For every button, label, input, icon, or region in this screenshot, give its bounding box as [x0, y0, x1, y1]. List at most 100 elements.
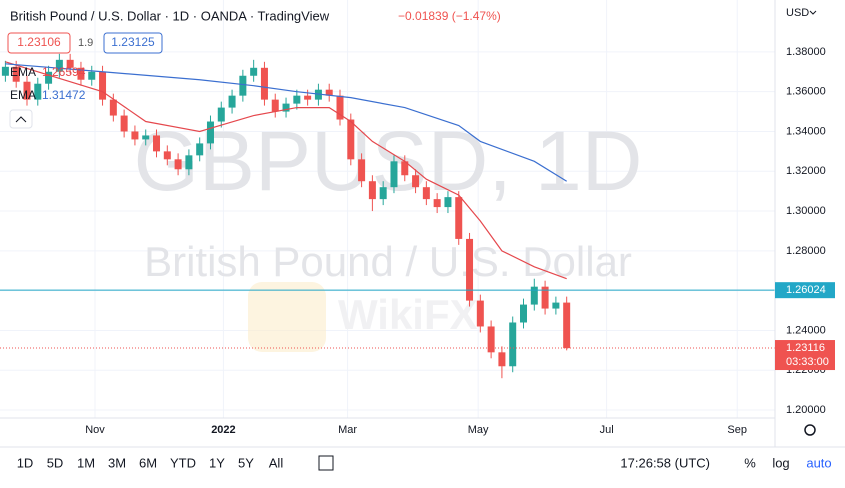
y-tick-label: 1.32000	[786, 165, 826, 177]
range-button[interactable]: YTD	[170, 455, 196, 470]
price-label: 1.23116	[786, 342, 825, 354]
y-tick-label: 1.36000	[786, 86, 826, 98]
watermark-description: British Pound / U.S. Dollar	[144, 238, 632, 285]
candle-body	[422, 187, 430, 200]
buy-box[interactable]	[103, 32, 163, 54]
price-label-box	[775, 282, 835, 299]
candle-body	[163, 151, 171, 160]
candle-body	[379, 187, 387, 200]
y-tick-label: 1.24000	[786, 324, 826, 336]
candle-body	[541, 286, 549, 309]
scale-option[interactable]: auto	[806, 455, 831, 470]
candle-body	[563, 302, 571, 349]
candle-body	[293, 95, 301, 104]
candle-body	[260, 67, 268, 100]
sell-box[interactable]	[7, 32, 71, 54]
y-tick-label: 1.38000	[786, 46, 826, 58]
candle-body	[12, 66, 20, 82]
candle-body	[34, 83, 42, 100]
countdown: 03:33:00	[786, 356, 829, 368]
candle-body	[99, 71, 107, 100]
ema-line	[5, 61, 567, 280]
candle-body	[66, 59, 74, 68]
range-button[interactable]: 1D	[17, 455, 34, 470]
candle-body	[476, 300, 484, 327]
candle-body	[347, 119, 355, 160]
currency[interactable]: USD	[786, 7, 809, 19]
candle-body	[153, 135, 161, 152]
grid	[0, 0, 775, 418]
plot	[0, 53, 775, 379]
candle-body	[444, 197, 452, 208]
candle-body	[390, 161, 398, 188]
candle-body	[250, 67, 258, 76]
candle-body	[271, 99, 279, 112]
candle-body	[358, 159, 366, 182]
range-button[interactable]: All	[269, 455, 284, 470]
y-tick-label: 1.28000	[786, 245, 826, 257]
candle-body	[487, 326, 495, 353]
range-button[interactable]: 6M	[139, 455, 157, 470]
candle-body	[304, 95, 312, 100]
currency-caret	[809, 10, 817, 15]
compare-icon[interactable]	[318, 455, 334, 471]
watermark-symbol: GBPUSD, 1D	[134, 114, 643, 208]
x-tick-label: Sep	[727, 424, 747, 436]
x-tick-label: 2022	[211, 424, 235, 436]
candle-body	[109, 99, 117, 116]
collapse-icon	[15, 116, 27, 123]
x-tick-label: May	[468, 424, 489, 436]
range-button[interactable]: 1Y	[209, 455, 225, 470]
candle-body	[206, 121, 214, 144]
candle-body	[455, 197, 463, 239]
legend-name: EMA	[10, 65, 36, 79]
x-tick-label: Nov	[85, 424, 105, 436]
candle-body	[217, 107, 225, 122]
candle-body	[368, 181, 376, 200]
sell-price: 1.23106	[17, 35, 61, 49]
wikifx-brand: WikiFX	[338, 291, 478, 338]
candle-body	[131, 131, 139, 140]
range-button[interactable]: 1M	[77, 455, 95, 470]
candle-body	[228, 95, 236, 108]
symbol-title: British Pound / U.S. Dollar · 1D · OANDA…	[10, 8, 330, 23]
candle-body	[520, 304, 528, 323]
scale-option[interactable]: %	[744, 455, 756, 470]
buy-price: 1.23125	[111, 35, 155, 49]
x-tick-label: Jul	[600, 424, 614, 436]
scale-option[interactable]: log	[772, 455, 789, 470]
candle-body	[142, 135, 150, 140]
candle-body	[185, 155, 193, 170]
candle-body	[401, 161, 409, 176]
range-button[interactable]: 5Y	[238, 455, 254, 470]
candle-body	[120, 115, 128, 132]
candle-body	[336, 95, 344, 120]
candle-body	[174, 159, 182, 170]
spread: 1.9	[78, 37, 93, 49]
candle-body	[433, 199, 441, 208]
settings-icon[interactable]	[804, 424, 816, 436]
y-tick-label: 1.20000	[786, 404, 826, 416]
range-button[interactable]: 5D	[47, 455, 64, 470]
toolbar: 1D 5D 1M 3M 6M YTD 1Y 5Y All 17:26:58 (UTC)% log au…	[17, 455, 832, 470]
candle-body	[45, 71, 53, 84]
legend-value: 1.26594	[42, 65, 86, 79]
candle-body	[77, 67, 85, 80]
candle-body	[55, 59, 63, 72]
wikifx-logo	[248, 282, 326, 352]
range-button[interactable]: 3M	[108, 455, 126, 470]
candle-body	[325, 89, 333, 96]
y-tick-label: 1.34000	[786, 125, 826, 137]
collapse-button[interactable]	[9, 109, 33, 129]
price-label-box	[775, 340, 835, 371]
clock: 17:26:58 (UTC)	[620, 455, 710, 470]
candle-body	[239, 75, 247, 96]
candle-body	[466, 238, 474, 301]
candle-body	[552, 302, 560, 309]
price-label: 1.26024	[786, 284, 826, 296]
candle-body	[412, 175, 420, 188]
candle-body	[509, 322, 517, 367]
x-tick-label: Mar	[338, 424, 357, 436]
